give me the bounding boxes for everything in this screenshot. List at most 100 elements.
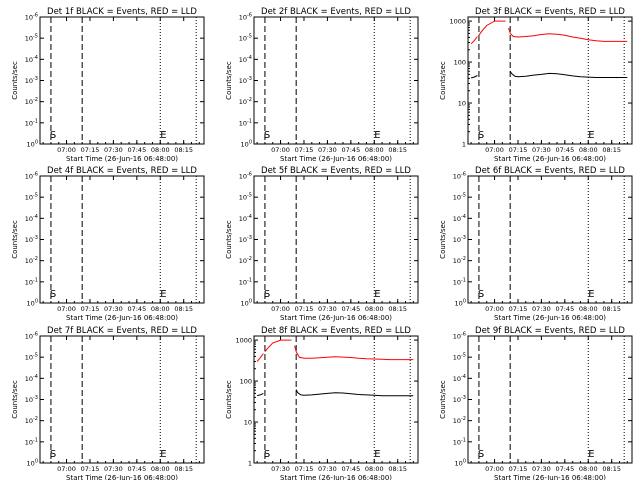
detector-panel: Det 5f BLACK = Events, RED = LLD 100 10-1 1… [225, 166, 419, 322]
y-tick-label: 10-1 [239, 277, 252, 286]
x-axis-label: Start Time (26-Jun-16 06:48:00) [494, 314, 606, 322]
x-tick-label: 07:00 [57, 305, 76, 313]
y-tick-label: 10-2 [453, 256, 466, 265]
events-series-line [470, 75, 478, 79]
x-tick-label: 07:30 [532, 146, 551, 154]
x-tick-label: 07:15 [295, 305, 314, 313]
y-tick-label: 10-4 [453, 214, 466, 223]
x-tick-label: 08:15 [602, 305, 621, 313]
y-tick-label: 10-3 [239, 235, 252, 244]
y-tick-label: 10-5 [239, 193, 252, 202]
x-tick-label: 07:00 [57, 146, 76, 154]
detector-panel: Det 2f BLACK = Events, RED = LLD 100 10-1 1… [225, 7, 419, 163]
x-tick-label: 07:30 [271, 465, 290, 473]
y-tick-label: 10-1 [25, 437, 38, 446]
lld-series-line [294, 345, 414, 361]
y-tick-label: 10-2 [239, 97, 252, 106]
x-tick-label: 07:45 [555, 146, 574, 154]
start-marker: S [478, 449, 484, 460]
x-tick-label: 08:15 [174, 305, 193, 313]
y-tick-label: 1 [248, 460, 252, 468]
x-tick-label: 07:45 [341, 146, 360, 154]
y-tick-label: 10-2 [25, 97, 38, 106]
y-tick-label: 100 [454, 59, 466, 67]
y-tick-label: 10-6 [25, 13, 38, 22]
y-tick-label: 10-6 [239, 13, 252, 22]
x-tick-label: 08:15 [174, 146, 193, 154]
x-tick-label: 08:00 [579, 465, 598, 473]
y-axis-label: Counts/sec [11, 380, 19, 419]
end-marker: E [374, 449, 380, 460]
y-tick-label: 10-1 [239, 118, 252, 127]
y-tick-label: 10-3 [25, 235, 38, 244]
x-tick-label: 07:30 [104, 465, 123, 473]
x-tick-label: 08:15 [174, 465, 193, 473]
detector-panel: Det 6f BLACK = Events, RED = LLD 100 10-1 1… [439, 166, 633, 322]
y-tick-label: 10-6 [25, 332, 38, 341]
y-tick-label: 10-6 [453, 172, 466, 181]
x-tick-label: 08:15 [602, 465, 621, 473]
detector-panel: Det 1f BLACK = Events, RED = LLD 100 10-1 1… [11, 7, 205, 163]
y-tick-label: 100 [27, 140, 38, 149]
y-tick-label: 10-4 [25, 55, 38, 64]
end-marker: E [588, 130, 594, 141]
detector-panel: Det 3f BLACK = Events, RED = LLD 1000 100 1… [439, 7, 633, 163]
y-tick-label: 10-5 [239, 34, 252, 43]
panel-title: Det 1f BLACK = Events, RED = LLD [47, 7, 197, 17]
x-tick-label: 08:15 [388, 465, 407, 473]
y-axis-label: Counts/sec [439, 380, 447, 419]
x-tick-label: 07:15 [295, 146, 314, 154]
y-tick-label: 10-2 [25, 256, 38, 265]
y-tick-label: 10-3 [239, 76, 252, 85]
x-tick-label: 07:45 [555, 465, 574, 473]
events-series-line [256, 392, 264, 397]
x-tick-label: 08:00 [151, 305, 170, 313]
x-axis-label: Start Time (26-Jun-16 06:48:00) [280, 474, 392, 480]
end-marker: E [160, 130, 166, 141]
y-tick-label: 10-6 [453, 332, 466, 341]
panel-title: Det 6f BLACK = Events, RED = LLD [475, 166, 625, 176]
end-marker: E [374, 130, 380, 141]
plot-frame [467, 175, 633, 304]
x-tick-label: 07:45 [341, 305, 360, 313]
panel-title: Det 8f BLACK = Events, RED = LLD [261, 326, 411, 336]
start-marker: S [264, 289, 270, 300]
y-tick-label: 10 [244, 419, 252, 427]
x-tick-label: 08:00 [579, 146, 598, 154]
plot-frame [253, 16, 419, 145]
start-marker: S [478, 130, 484, 141]
lld-series-line [256, 353, 264, 362]
x-axis-label: Start Time (26-Jun-16 06:48:00) [494, 155, 606, 163]
x-axis-label: Start Time (26-Jun-16 06:48:00) [66, 314, 178, 322]
y-tick-label: 10-3 [453, 395, 466, 404]
events-series-line [295, 389, 414, 397]
y-tick-label: 10-4 [25, 214, 38, 223]
y-tick-label: 10-5 [453, 353, 466, 362]
x-tick-label: 08:00 [365, 465, 384, 473]
y-tick-label: 1000 [449, 18, 466, 26]
y-tick-label: 100 [241, 299, 252, 308]
y-tick-label: 10-1 [25, 118, 38, 127]
detector-panel: Det 8f BLACK = Events, RED = LLD 1000 100 1… [225, 326, 419, 480]
x-tick-label: 07:15 [81, 305, 100, 313]
x-axis-label: Start Time (26-Jun-16 06:48:00) [494, 474, 606, 480]
y-tick-label: 10-5 [25, 193, 38, 202]
y-tick-label: 1000 [235, 337, 252, 345]
x-tick-label: 07:45 [341, 465, 360, 473]
plot-frame [39, 16, 205, 145]
y-tick-label: 10-4 [453, 374, 466, 383]
x-tick-label: 07:15 [295, 465, 314, 473]
start-marker: S [50, 449, 56, 460]
y-tick-label: 10-1 [453, 277, 466, 286]
x-tick-label: 07:45 [127, 465, 146, 473]
y-tick-label: 10-5 [453, 193, 466, 202]
x-tick-label: 07:00 [485, 465, 504, 473]
x-tick-label: 07:15 [509, 465, 528, 473]
panel-title: Det 5f BLACK = Events, RED = LLD [261, 166, 411, 176]
x-tick-label: 07:15 [81, 146, 100, 154]
x-axis-label: Start Time (26-Jun-16 06:48:00) [280, 314, 392, 322]
start-marker: S [50, 289, 56, 300]
end-marker: E [374, 289, 380, 300]
x-tick-label: 07:45 [555, 305, 574, 313]
panel-title: Det 2f BLACK = Events, RED = LLD [261, 7, 411, 17]
